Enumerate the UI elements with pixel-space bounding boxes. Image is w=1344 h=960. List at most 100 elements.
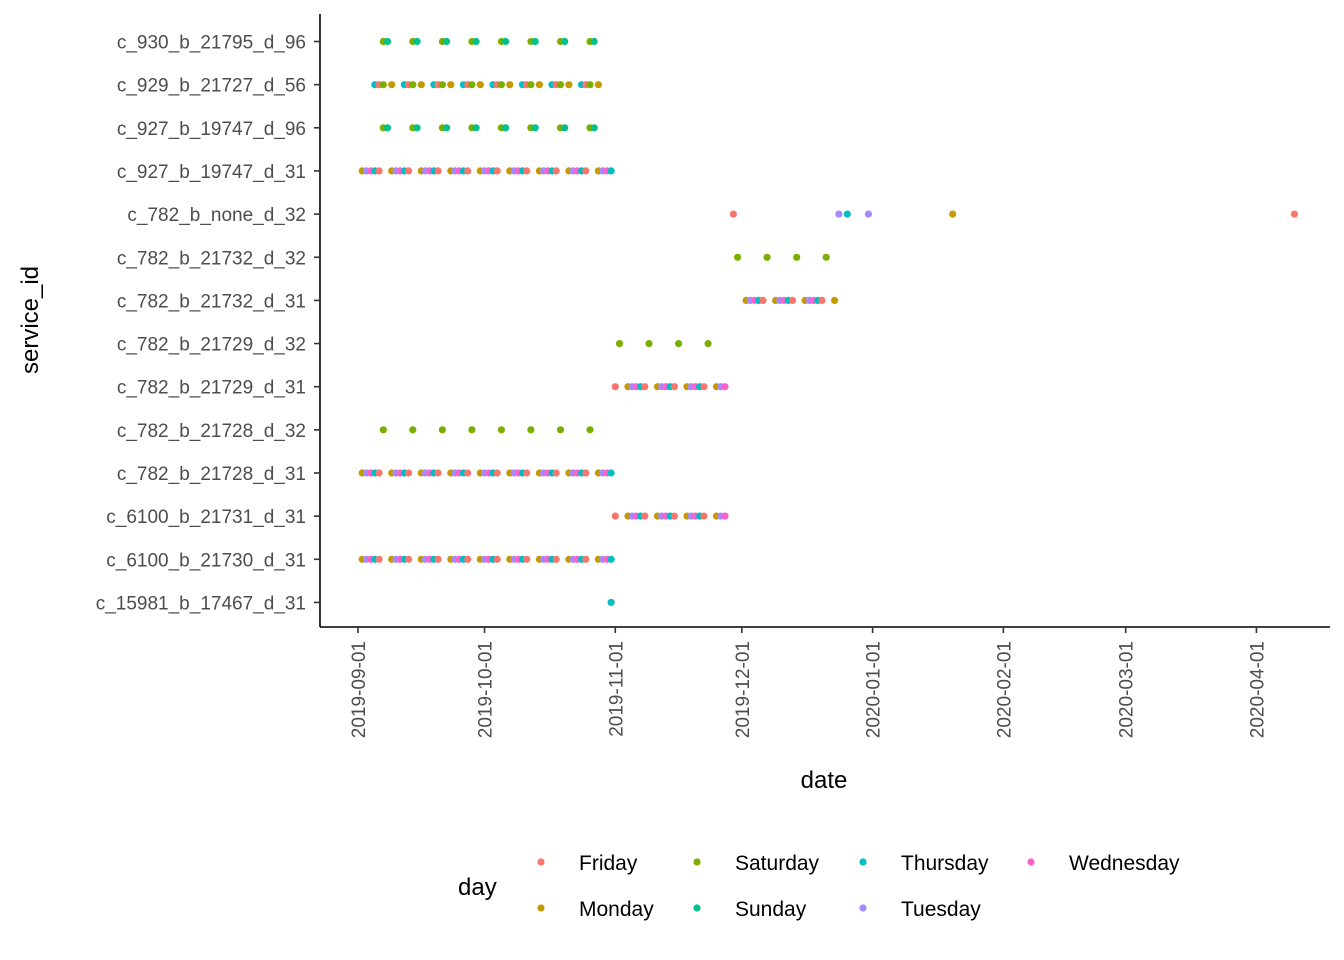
- data-point: [523, 555, 531, 563]
- data-point: [552, 167, 560, 175]
- y-tick-label: c_782_b_21728_d_32: [117, 421, 306, 442]
- data-point: [464, 555, 472, 563]
- data-point: [552, 469, 560, 477]
- data-point: [497, 426, 505, 434]
- data-point: [594, 81, 603, 89]
- legend-key: [537, 904, 545, 912]
- legend-key: [1027, 858, 1035, 866]
- data-point: [388, 81, 396, 89]
- legend-key: [537, 858, 545, 866]
- data-point: [721, 383, 729, 391]
- data-point: [582, 555, 590, 563]
- data-point: [375, 469, 383, 477]
- legend-key: [693, 904, 701, 912]
- data-point: [438, 426, 446, 434]
- legend-label: Saturday: [735, 852, 820, 875]
- data-point: [561, 124, 569, 132]
- data-point: [383, 124, 392, 132]
- y-tick-label: c_782_b_21732_d_31: [117, 291, 306, 312]
- data-point: [556, 426, 565, 434]
- data-point: [464, 167, 472, 175]
- data-point: [375, 555, 383, 563]
- data-point: [468, 81, 476, 89]
- y-axis-title: service_id: [17, 266, 44, 374]
- data-point: [443, 124, 451, 132]
- legend-label: Thursday: [901, 852, 989, 875]
- y-tick-label: c_6100_b_21731_d_31: [106, 507, 306, 528]
- legend-label: Sunday: [735, 898, 807, 921]
- data-point: [502, 124, 510, 132]
- data-point: [586, 81, 594, 89]
- data-point: [468, 426, 476, 434]
- data-point: [641, 383, 649, 391]
- data-point: [375, 167, 383, 175]
- x-tick-label: 2020-01-01: [864, 641, 885, 738]
- y-tick-label: c_927_b_19747_d_31: [117, 162, 306, 183]
- data-point: [523, 469, 531, 477]
- data-point: [527, 81, 535, 89]
- data-point: [527, 426, 535, 434]
- data-point: [843, 210, 851, 218]
- data-point: [413, 124, 421, 132]
- data-point: [704, 340, 712, 348]
- x-axis-title: date: [801, 767, 848, 794]
- data-point: [590, 37, 598, 46]
- data-point: [434, 555, 442, 563]
- data-point: [472, 124, 480, 132]
- data-point: [443, 37, 451, 46]
- y-axis-ticks: c_930_b_21795_d_96 c_929_b_21727_d_56 c_92…: [96, 33, 320, 614]
- x-tick-label: 2019-11-01: [606, 641, 627, 737]
- data-point: [405, 469, 413, 477]
- data-point: [531, 124, 539, 132]
- data-point: [590, 124, 598, 132]
- y-tick-label: c_782_b_21729_d_31: [117, 378, 306, 399]
- legend-label: Wednesday: [1069, 852, 1180, 875]
- y-tick-label: c_930_b_21795_d_96: [117, 33, 306, 54]
- data-point: [670, 512, 679, 520]
- y-tick-label: c_782_b_21729_d_32: [117, 335, 306, 356]
- data-point: [447, 81, 455, 89]
- y-tick-label: c_929_b_21727_d_56: [117, 76, 306, 97]
- data-point: [615, 340, 624, 348]
- x-tick-label: 2019-10-01: [476, 641, 497, 738]
- data-point: [434, 469, 442, 477]
- data-point: [586, 426, 594, 434]
- legend-title: day: [458, 874, 497, 901]
- points-layer: [358, 37, 1298, 607]
- data-point: [734, 253, 742, 261]
- data-point: [417, 81, 425, 89]
- data-point: [835, 210, 843, 218]
- data-point: [523, 167, 531, 175]
- data-point: [721, 512, 729, 520]
- data-point: [582, 167, 590, 175]
- legend: day Friday Saturday Thursday Wednesday Monda…: [458, 852, 1180, 921]
- x-tick-label: 2020-03-01: [1117, 641, 1138, 738]
- y-tick-label: c_782_b_21732_d_32: [117, 248, 306, 269]
- data-point: [607, 469, 615, 477]
- data-point: [405, 555, 413, 563]
- data-point: [700, 512, 708, 520]
- data-point: [788, 296, 797, 304]
- data-point: [831, 296, 839, 304]
- data-point: [434, 167, 442, 175]
- data-point: [535, 81, 544, 89]
- data-point: [379, 426, 387, 434]
- data-point: [556, 81, 565, 89]
- data-point: [565, 81, 573, 89]
- data-point: [561, 37, 569, 46]
- data-point: [409, 426, 417, 434]
- data-point: [379, 81, 387, 89]
- data-point: [472, 37, 480, 46]
- legend-label: Monday: [579, 898, 654, 921]
- data-point: [607, 598, 615, 607]
- data-point: [611, 512, 619, 520]
- x-tick-label: 2019-12-01: [733, 641, 754, 738]
- data-point: [502, 37, 510, 46]
- data-point: [409, 81, 417, 89]
- data-point: [476, 81, 484, 89]
- legend-key: [859, 904, 867, 912]
- data-point: [405, 167, 413, 175]
- data-point: [497, 81, 505, 89]
- data-point: [531, 37, 539, 46]
